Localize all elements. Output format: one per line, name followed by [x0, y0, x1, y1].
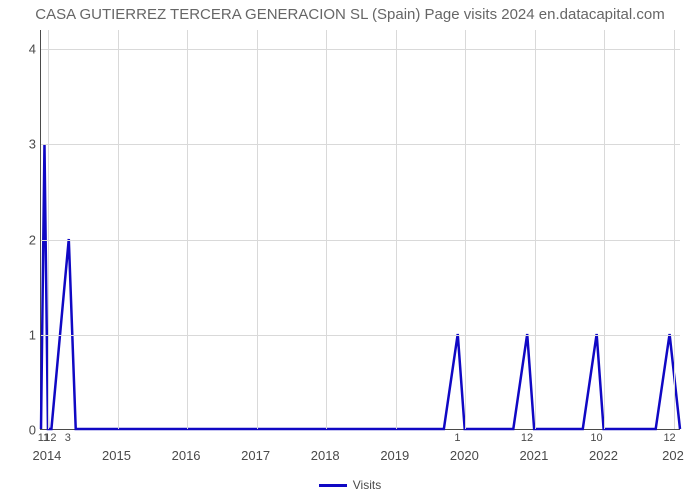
grid-vertical	[396, 30, 397, 429]
chart-title: CASA GUTIERREZ TERCERA GENERACION SL (Sp…	[0, 6, 700, 23]
x-axis-tick-label: 2018	[311, 448, 340, 463]
line-series	[41, 30, 680, 429]
x-axis-tick-label: 202	[662, 448, 684, 463]
x-axis-tick-label: 2021	[519, 448, 548, 463]
y-axis-tick-label: 2	[6, 232, 36, 247]
legend-swatch	[319, 484, 347, 487]
grid-vertical	[257, 30, 258, 429]
x-axis-tick-label: 2022	[589, 448, 618, 463]
x-axis-tick-label: 2016	[172, 448, 201, 463]
grid-vertical	[674, 30, 675, 429]
grid-vertical	[465, 30, 466, 429]
y-axis-tick-label: 4	[6, 42, 36, 57]
x-axis-tick-label: 2020	[450, 448, 479, 463]
data-point-label: 12	[44, 432, 56, 444]
x-axis-tick-label: 2019	[380, 448, 409, 463]
legend-label: Visits	[353, 478, 381, 492]
data-point-label: 12	[521, 432, 533, 444]
grid-vertical	[48, 30, 49, 429]
grid-horizontal	[41, 335, 680, 336]
grid-horizontal	[41, 240, 680, 241]
grid-vertical	[118, 30, 119, 429]
grid-vertical	[604, 30, 605, 429]
y-axis-tick-label: 1	[6, 327, 36, 342]
grid-vertical	[187, 30, 188, 429]
y-axis-tick-label: 0	[6, 423, 36, 438]
grid-horizontal	[41, 49, 680, 50]
grid-vertical	[535, 30, 536, 429]
data-point-label: 1	[454, 432, 460, 444]
grid-vertical	[326, 30, 327, 429]
data-point-label: 10	[590, 432, 602, 444]
data-point-label: 3	[65, 432, 71, 444]
x-axis-tick-label: 2014	[32, 448, 61, 463]
y-axis-tick-label: 3	[6, 137, 36, 152]
x-axis-tick-label: 2017	[241, 448, 270, 463]
x-axis-tick-label: 2015	[102, 448, 131, 463]
plot-area	[40, 30, 680, 430]
legend: Visits	[0, 478, 700, 492]
grid-horizontal	[41, 144, 680, 145]
data-point-label: 12	[663, 432, 675, 444]
